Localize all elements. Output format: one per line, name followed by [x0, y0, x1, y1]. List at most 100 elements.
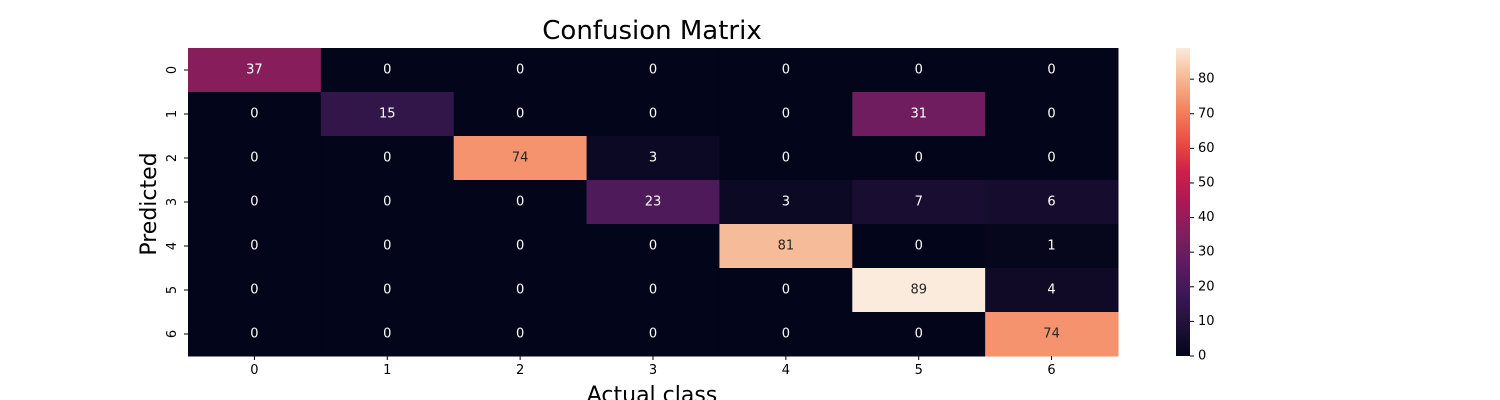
heatmap-cell — [719, 92, 853, 137]
cell-value-label: 0 — [383, 239, 391, 254]
cell-value-label: 0 — [250, 107, 258, 122]
heatmap-cell — [453, 48, 588, 93]
cell-value-label: 0 — [782, 63, 790, 78]
heatmap-cell — [188, 136, 322, 181]
colorbar-tick-label: 10 — [1198, 314, 1215, 329]
cell-value-label: 0 — [782, 107, 790, 122]
heatmap-cell — [188, 268, 322, 313]
heatmap-cell — [320, 312, 455, 357]
heatmap-cell — [985, 312, 1119, 357]
heatmap-cell — [852, 92, 986, 137]
x-tick-label: 1 — [383, 363, 391, 378]
cell-value-label: 1 — [1047, 239, 1055, 254]
y-tick-label: 2 — [165, 154, 180, 162]
heatmap-cell — [852, 312, 986, 357]
heatmap-cell — [188, 92, 322, 137]
heatmap-cell — [453, 268, 588, 313]
cell-value-label: 0 — [915, 63, 923, 78]
cell-value-label: 0 — [516, 327, 524, 342]
y-tick-label: 0 — [165, 66, 180, 74]
cell-value-label: 15 — [379, 107, 396, 122]
colorbar-tick-label: 70 — [1198, 106, 1215, 121]
heatmap-cell — [852, 180, 986, 225]
cell-value-label: 37 — [246, 63, 263, 78]
heatmap-cell — [320, 224, 455, 269]
cell-value-label: 0 — [383, 327, 391, 342]
heatmap-cell — [586, 136, 720, 181]
heatmap-cell — [586, 180, 720, 225]
heatmap-cell — [985, 268, 1119, 313]
x-tick-label: 2 — [516, 363, 524, 378]
heatmap-cell — [852, 268, 986, 313]
heatmap-cell — [985, 224, 1119, 269]
heatmap-cell — [586, 268, 720, 313]
heatmap-cell — [719, 180, 853, 225]
cell-value-label: 0 — [250, 327, 258, 342]
colorbar: 0 10 20 30 40 50 60 70 80 — [1176, 48, 1215, 364]
heatmap-cell — [188, 312, 322, 357]
colorbar-tick-label: 80 — [1198, 72, 1215, 87]
cell-value-label: 0 — [1047, 63, 1055, 78]
chart-title: Confusion Matrix — [542, 16, 761, 46]
x-tick-label: 6 — [1047, 363, 1055, 378]
cell-value-label: 0 — [649, 327, 657, 342]
cell-value-label: 0 — [516, 63, 524, 78]
heatmap-cell — [320, 136, 455, 181]
cell-value-label: 3 — [782, 195, 790, 210]
heatmap-cell — [320, 92, 455, 137]
y-tick-label: 6 — [165, 330, 180, 338]
heatmap-cell — [320, 48, 455, 93]
cell-value-label: 0 — [782, 151, 790, 166]
heatmap-cell — [188, 180, 322, 225]
heatmap-cell — [586, 312, 720, 357]
cell-value-label: 7 — [915, 195, 923, 210]
heatmap-cell — [320, 180, 455, 225]
cell-value-label: 74 — [1043, 327, 1060, 342]
y-axis-ticks: 0 1 2 3 4 5 6 — [165, 66, 188, 338]
cell-value-label: 6 — [1047, 195, 1055, 210]
cell-value-label: 0 — [516, 283, 524, 298]
x-tick-label: 0 — [250, 363, 258, 378]
colorbar-tick-label: 60 — [1198, 141, 1215, 156]
cell-value-label: 0 — [383, 195, 391, 210]
heatmap-cell — [719, 48, 853, 93]
cell-value-label: 81 — [778, 239, 795, 254]
cell-value-label: 0 — [383, 283, 391, 298]
x-axis-ticks: 0 1 2 3 4 5 6 — [250, 356, 1056, 378]
colorbar-tick-label: 20 — [1198, 279, 1215, 294]
x-tick-label: 5 — [915, 363, 923, 378]
heatmap-cell — [453, 180, 588, 225]
cell-value-label: 4 — [1047, 283, 1055, 298]
x-tick-label: 4 — [782, 363, 790, 378]
cell-value-label: 0 — [649, 239, 657, 254]
heatmap-cell — [453, 224, 588, 269]
cell-value-label: 0 — [383, 151, 391, 166]
colorbar-tick-label: 0 — [1198, 349, 1206, 364]
cell-value-label: 0 — [383, 63, 391, 78]
heatmap-cells: 37 0 0 0 0 0 00 15 0 0 0 31 00 0 74 3 0 0 00 0 0 23 3 7 60 0 0 0 81 0… — [188, 48, 1119, 357]
heatmap-cell — [852, 224, 986, 269]
cell-value-label: 0 — [649, 283, 657, 298]
cell-value-label: 31 — [910, 107, 927, 122]
heatmap-cell — [985, 180, 1119, 225]
cell-value-label: 89 — [910, 283, 927, 298]
cell-value-label: 0 — [1047, 151, 1055, 166]
heatmap-cell — [852, 48, 986, 93]
heatmap-cell — [985, 92, 1119, 137]
cell-value-label: 3 — [649, 151, 657, 166]
heatmap-cell — [453, 92, 588, 137]
y-tick-label: 3 — [165, 198, 180, 206]
cell-value-label: 0 — [782, 283, 790, 298]
colorbar-gradient — [1176, 48, 1190, 356]
cell-value-label: 0 — [782, 327, 790, 342]
cell-value-label: 0 — [250, 151, 258, 166]
colorbar-tick-label: 30 — [1198, 245, 1215, 260]
heatmap-cell — [586, 48, 720, 93]
cell-value-label: 0 — [250, 283, 258, 298]
x-tick-label: 3 — [649, 363, 657, 378]
cell-value-label: 0 — [649, 107, 657, 122]
heatmap-cell — [719, 268, 853, 313]
heatmap-cell — [719, 312, 853, 357]
cell-value-label: 0 — [516, 195, 524, 210]
